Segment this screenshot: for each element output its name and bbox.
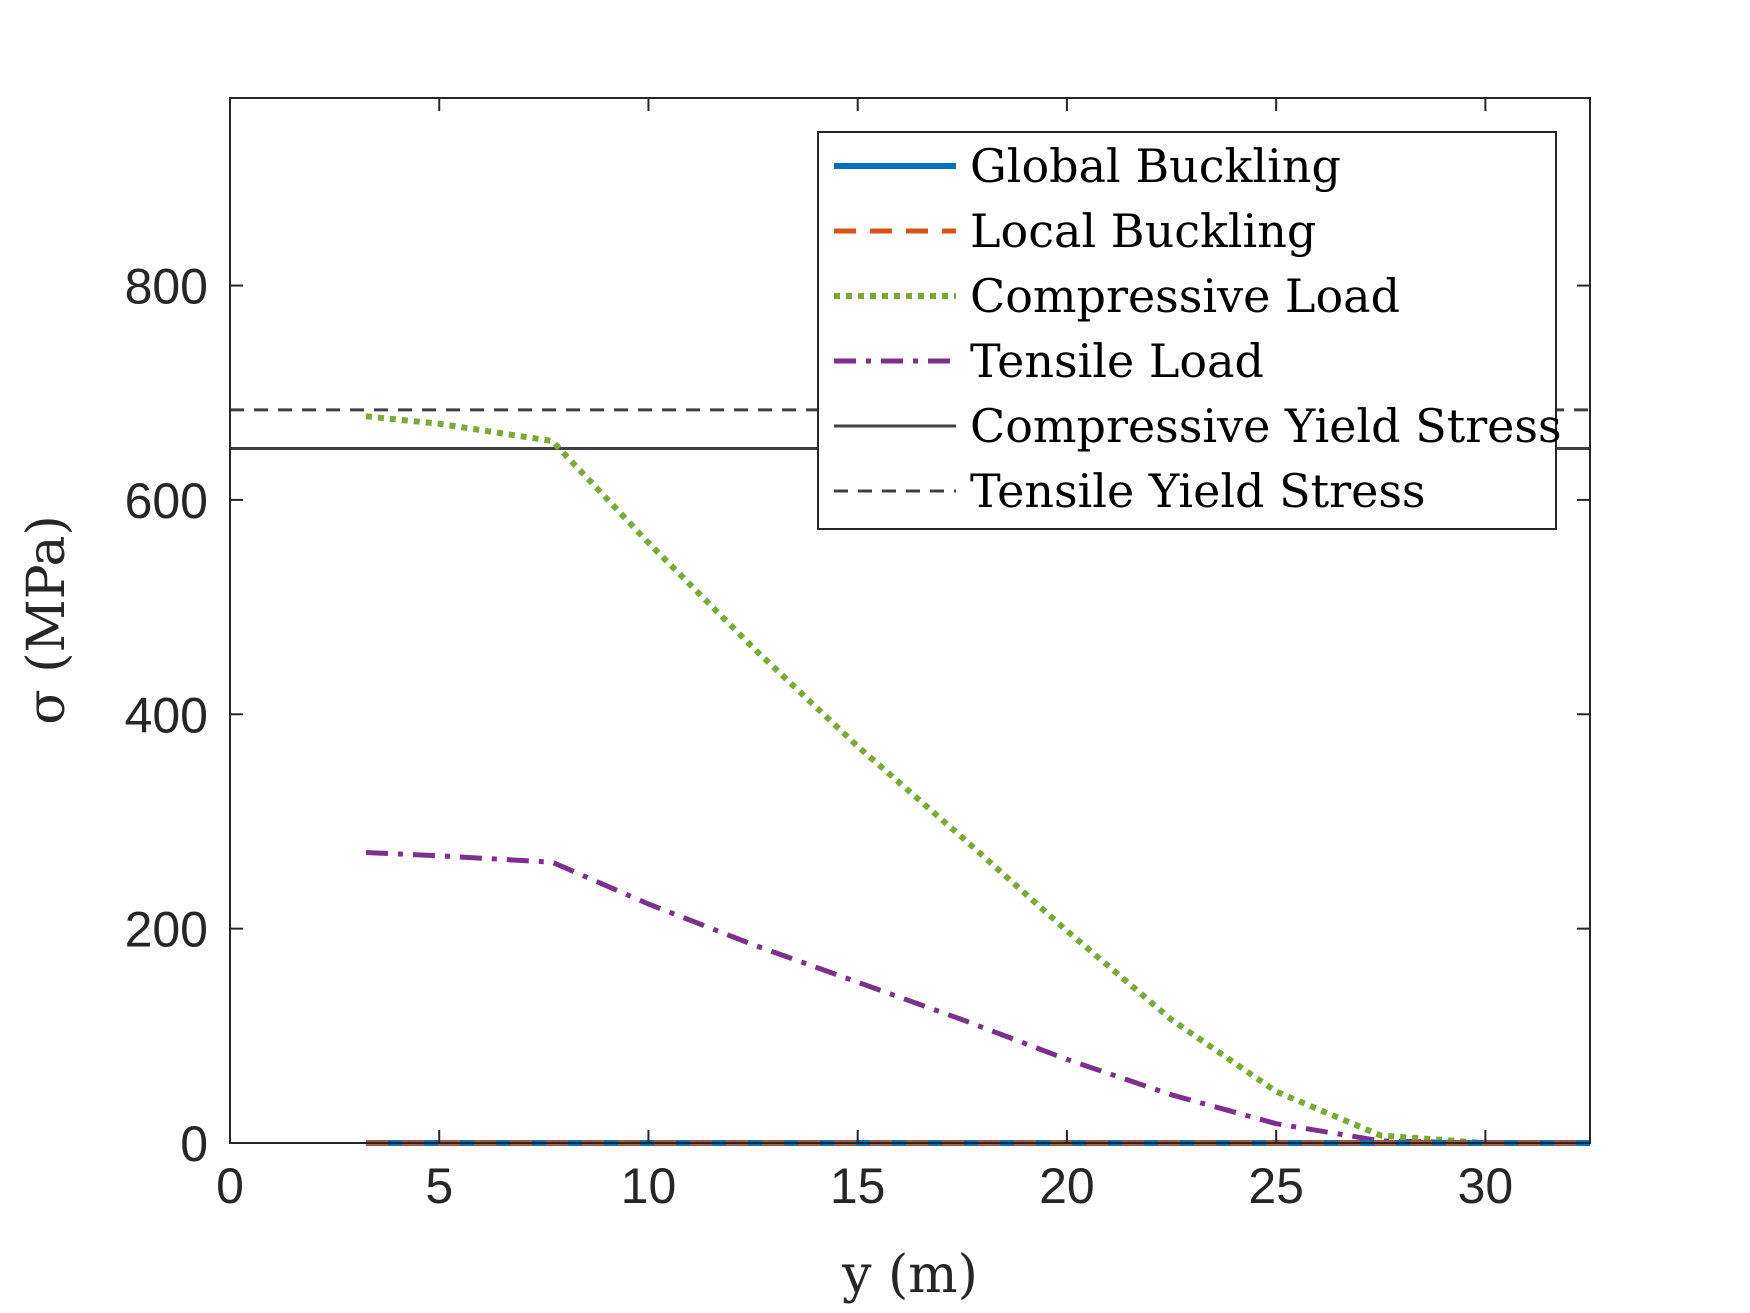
y-tick-label: 600 [125,473,208,529]
x-axis-title: y (m) [841,1245,978,1305]
plot-frame [229,97,1591,1144]
x-tick-label: 0 [216,1158,244,1214]
y-tick-label: 400 [125,687,208,743]
y-tick-label: 800 [125,259,208,315]
x-tick-label: 30 [1458,1158,1514,1214]
tick-layer: 0 5 10 15 20 25 30 0 200 400 600 800 [125,98,1590,1214]
x-tick-label: 20 [1039,1158,1095,1214]
legend-label: Tensile Yield Stress [970,464,1426,518]
series-line-tensile-load [365,850,1590,1146]
x-tick-label: 25 [1248,1158,1304,1214]
x-tick-label: 10 [621,1158,677,1214]
legend-label: Local Buckling [970,204,1316,258]
legend-label: Tensile Load [970,334,1264,388]
y-tick-label: 200 [125,902,208,958]
legend-box [817,131,1557,530]
series-line-compressive-load [365,413,1590,1146]
legend-label: Compressive Yield Stress [970,399,1562,453]
y-tick-label: 0 [180,1116,208,1172]
legend-label: Compressive Load [970,269,1400,323]
x-tick-label: 5 [425,1158,453,1214]
legend-label: Global Buckling [970,139,1341,193]
legend: Global Buckling Local Buckling Compressive… [817,131,1562,530]
x-tick-label: 15 [830,1158,886,1214]
y-axis-title: σ (MPa) [17,515,77,725]
